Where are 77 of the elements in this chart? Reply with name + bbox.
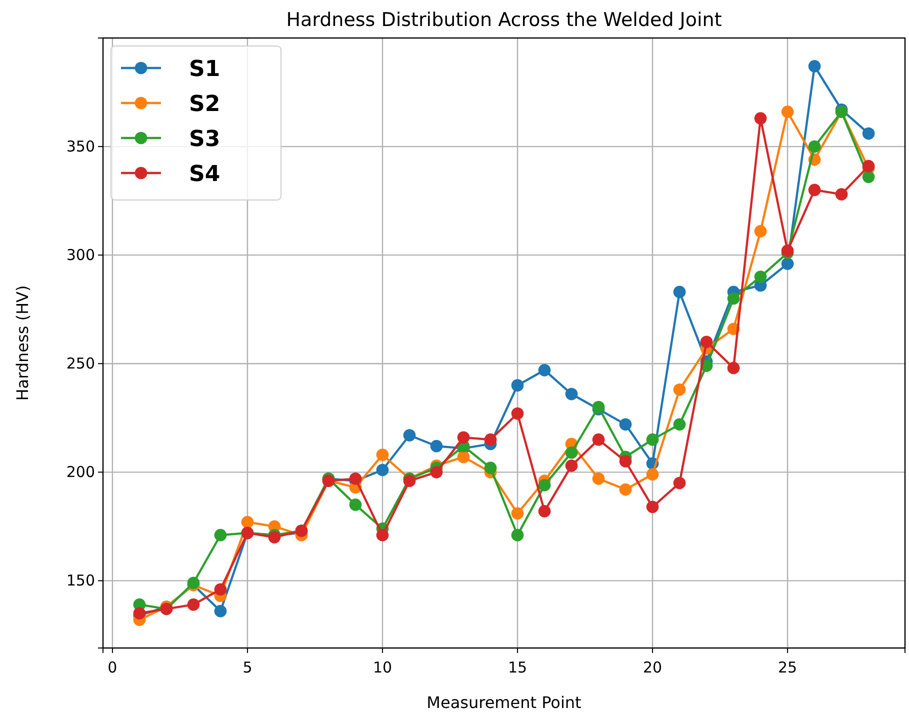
point bbox=[403, 429, 416, 442]
point bbox=[214, 604, 227, 618]
point bbox=[808, 60, 821, 72]
point bbox=[511, 407, 524, 420]
point bbox=[187, 598, 200, 611]
point bbox=[808, 140, 821, 153]
point bbox=[376, 464, 389, 476]
point bbox=[241, 516, 254, 528]
y-axis-title: Hardness (HV) bbox=[13, 285, 32, 401]
point bbox=[862, 127, 875, 140]
legend-label: S4 bbox=[189, 162, 220, 187]
point bbox=[781, 106, 794, 118]
point bbox=[646, 468, 659, 480]
point bbox=[457, 431, 470, 444]
point bbox=[754, 270, 767, 283]
point bbox=[700, 336, 713, 348]
point bbox=[430, 440, 443, 452]
y-tick-label: 250 bbox=[66, 354, 95, 372]
point bbox=[781, 244, 794, 257]
legend-label: S2 bbox=[189, 92, 220, 117]
point bbox=[673, 286, 686, 298]
point bbox=[619, 483, 632, 496]
x-tick-label: 25 bbox=[778, 658, 798, 676]
point bbox=[592, 400, 605, 414]
point bbox=[484, 462, 497, 474]
point bbox=[673, 384, 686, 396]
point bbox=[619, 418, 632, 431]
point bbox=[484, 433, 497, 446]
point bbox=[538, 479, 551, 492]
point bbox=[835, 188, 848, 200]
point bbox=[511, 528, 524, 542]
chart-title: Hardness Distribution Across the Welded Joint bbox=[286, 9, 722, 31]
point bbox=[781, 258, 794, 270]
point bbox=[592, 472, 605, 485]
x-tick-label: 15 bbox=[508, 658, 528, 676]
x-tick-label: 0 bbox=[108, 658, 118, 676]
legend-label: S3 bbox=[189, 127, 220, 152]
point bbox=[619, 455, 632, 468]
point bbox=[565, 459, 578, 472]
point bbox=[376, 528, 389, 542]
point bbox=[133, 607, 146, 620]
point bbox=[538, 505, 551, 518]
x-tick-label: 10 bbox=[372, 658, 392, 676]
point bbox=[646, 500, 659, 514]
point bbox=[808, 184, 821, 196]
point bbox=[565, 388, 578, 400]
point bbox=[673, 476, 686, 490]
point bbox=[565, 446, 578, 459]
point bbox=[754, 112, 767, 124]
point bbox=[862, 160, 875, 172]
x-axis-title: Measurement Point bbox=[426, 693, 582, 712]
x-tick-label: 5 bbox=[242, 658, 252, 676]
point bbox=[403, 474, 416, 488]
y-tick-label: 300 bbox=[66, 246, 95, 264]
point bbox=[646, 433, 659, 446]
x-tick-label: 20 bbox=[642, 658, 662, 676]
point bbox=[538, 364, 551, 376]
point bbox=[376, 448, 389, 461]
point bbox=[754, 225, 767, 238]
point bbox=[430, 466, 443, 478]
point bbox=[673, 418, 686, 431]
y-tick-label: 200 bbox=[66, 462, 95, 481]
point bbox=[727, 292, 740, 305]
point bbox=[349, 472, 362, 485]
point bbox=[862, 170, 875, 184]
point bbox=[214, 528, 227, 542]
point bbox=[349, 498, 362, 511]
legend-label: S1 bbox=[189, 57, 220, 82]
point bbox=[727, 362, 740, 374]
point bbox=[592, 433, 605, 446]
y-tick-label: 350 bbox=[66, 137, 95, 156]
point bbox=[457, 450, 470, 464]
point bbox=[511, 379, 524, 392]
point bbox=[511, 507, 524, 520]
point bbox=[268, 531, 281, 544]
point bbox=[214, 583, 227, 596]
y-tick-label: 150 bbox=[66, 572, 95, 590]
